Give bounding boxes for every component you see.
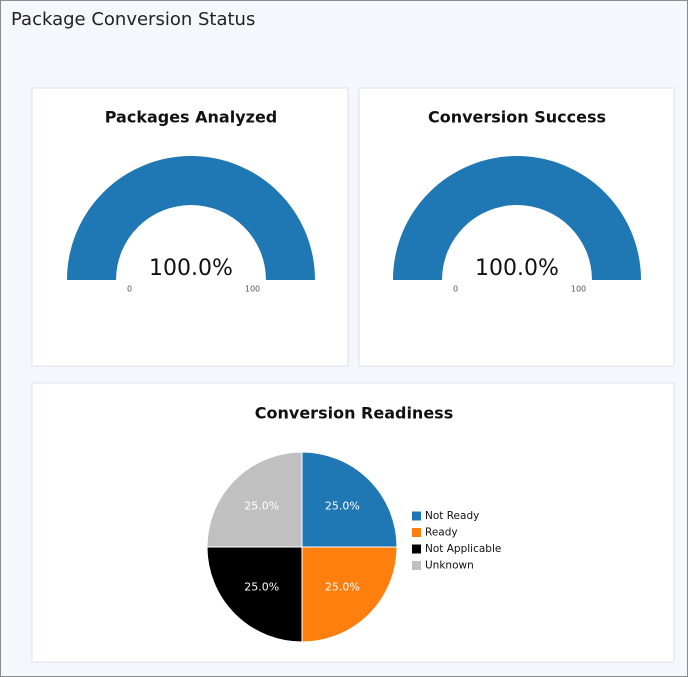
gauge-label: 100.0% <box>475 256 559 281</box>
chart-title: Conversion Readiness <box>255 404 453 423</box>
data-label: 25.0% <box>244 580 279 593</box>
chart-title: Conversion Success <box>428 108 606 127</box>
pie-slice <box>301 451 398 548</box>
legend-swatch <box>412 511 421 521</box>
legend-label: Unknown <box>425 560 474 572</box>
legend-swatch <box>412 561 421 570</box>
legend-label: Not Ready <box>425 510 479 522</box>
data-label: 25.0% <box>325 580 360 593</box>
data-label: 25.0% <box>244 500 279 513</box>
pie-slice <box>206 546 303 643</box>
chart-title: Packages Analyzed <box>105 108 278 127</box>
gauge-value <box>393 155 641 280</box>
legend-swatch <box>412 528 421 537</box>
gauge-tick-label: 100 <box>245 285 260 294</box>
legend-label: Ready <box>425 527 458 539</box>
gauge-tick-label: 0 <box>127 285 132 294</box>
legend-label: Not Applicable <box>425 543 501 555</box>
gauge-tick-label: 0 <box>453 285 458 294</box>
pie-slice <box>206 451 303 548</box>
data-label: 25.0% <box>325 500 360 513</box>
gauge-label: 100.0% <box>149 256 233 281</box>
pie-slice <box>301 546 398 643</box>
page-title: Package Conversion Status <box>11 9 256 30</box>
gauge-value <box>67 155 315 280</box>
legend-swatch <box>412 544 421 554</box>
gauge-tick-label: 100 <box>571 285 586 294</box>
